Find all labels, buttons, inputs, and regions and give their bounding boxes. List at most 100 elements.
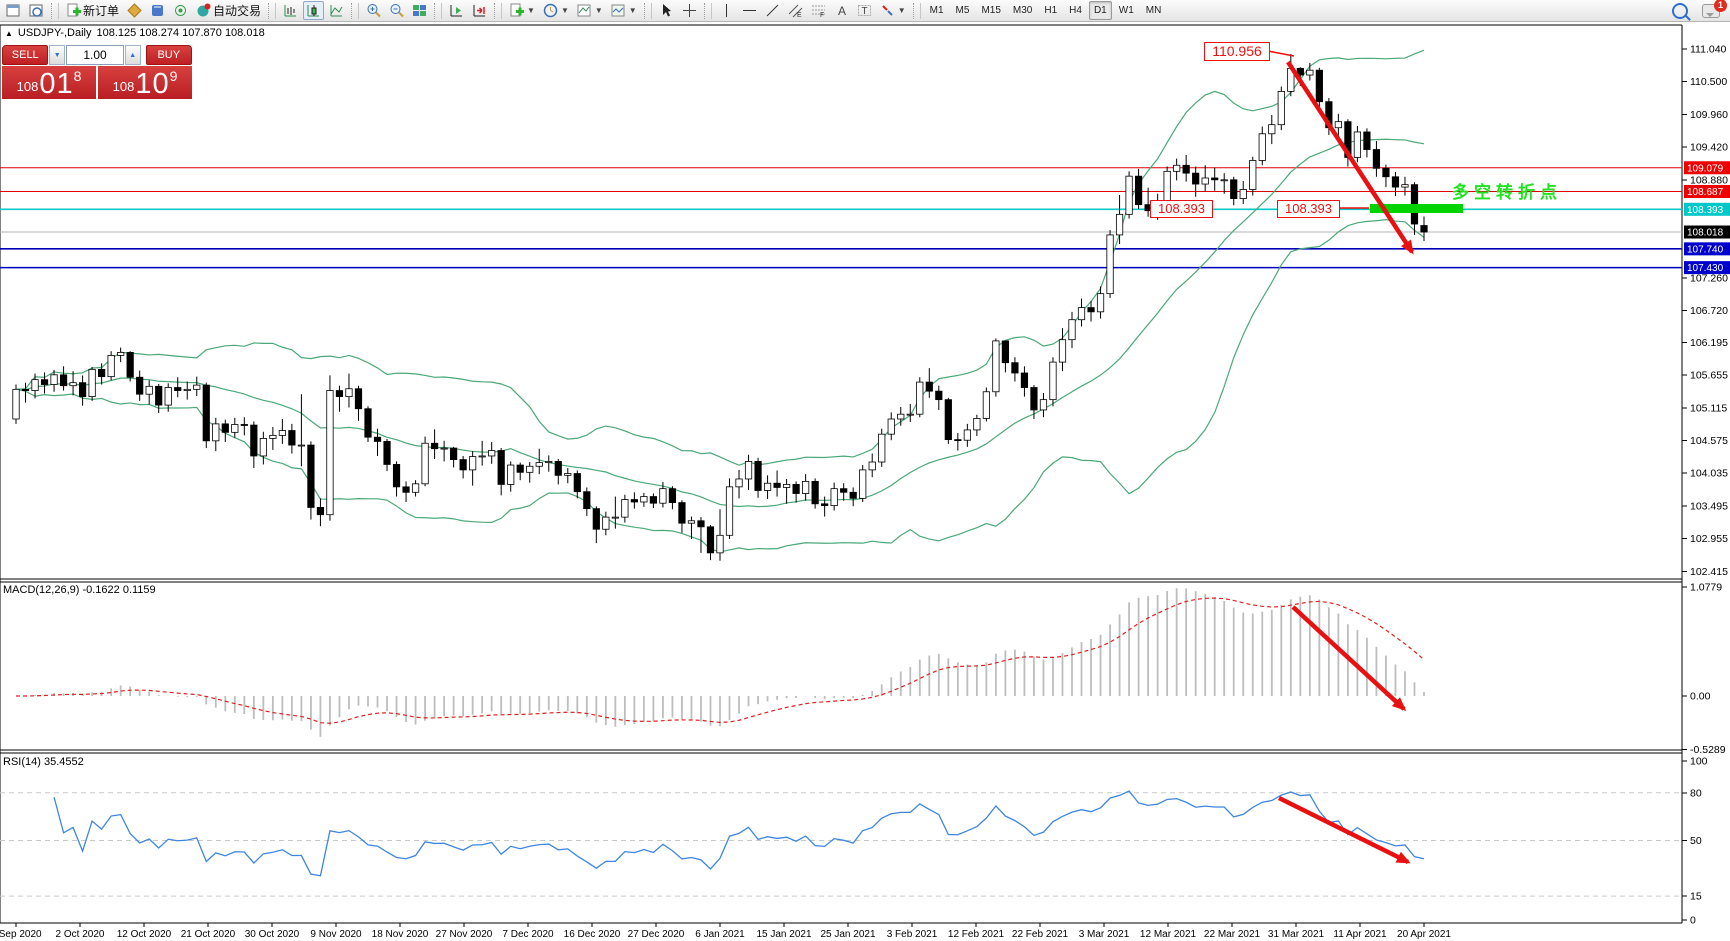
sell-button[interactable]: SELL (2, 45, 49, 65)
svg-text:-0.5289: -0.5289 (1690, 744, 1726, 756)
timeframe-mn[interactable]: MN (1145, 5, 1162, 16)
timeframe-w1[interactable]: W1 (1118, 5, 1134, 16)
timeframe-m15[interactable]: M15 (981, 5, 1001, 16)
trend-arrow[interactable] (1286, 60, 1414, 255)
text-label-tool[interactable]: T (854, 1, 875, 20)
svg-text:3 Mar 2021: 3 Mar 2021 (1079, 929, 1130, 940)
candlestick-chart-button[interactable] (303, 1, 325, 20)
volume-increase-button[interactable]: ▲ (125, 45, 141, 65)
toolbar-separator (351, 2, 360, 19)
rsi-indicator (0, 790, 1682, 897)
volume-input[interactable] (66, 45, 124, 65)
new-order-button[interactable]: 新订单 (63, 1, 122, 20)
arrows-dropdown[interactable]: ▼ (877, 1, 909, 20)
trend-arrow[interactable] (1291, 605, 1407, 712)
tile-windows-button[interactable] (409, 1, 430, 20)
symbol-name: USDJPY-,Daily (17, 27, 92, 39)
svg-text:80: 80 (1690, 787, 1702, 799)
text-label-icon: T (857, 3, 872, 18)
line-chart-button[interactable] (326, 1, 347, 20)
new-chart-dropdown[interactable]: ▼ (506, 1, 538, 20)
fibonacci-tool[interactable]: F (808, 1, 829, 20)
vertical-line-tool[interactable] (716, 1, 737, 20)
chart-preview-button[interactable] (26, 1, 47, 20)
blue-book-icon (150, 3, 165, 18)
svg-text:7 Dec 2020: 7 Dec 2020 (502, 929, 554, 940)
svg-text:107.740: 107.740 (1687, 244, 1724, 255)
text-icon: A (834, 3, 849, 18)
svg-text:102.955: 102.955 (1690, 533, 1728, 545)
auto-scroll-button[interactable] (446, 1, 467, 20)
trendline-tool[interactable] (762, 1, 783, 20)
market-watch-button[interactable] (147, 1, 168, 20)
crosshair-tool-button[interactable] (679, 1, 700, 20)
svg-text:30 Oct 2020: 30 Oct 2020 (245, 929, 300, 940)
svg-text:109.420: 109.420 (1690, 142, 1728, 154)
timeframe-m30[interactable]: M30 (1012, 5, 1033, 16)
svg-text:12 Feb 2021: 12 Feb 2021 (948, 929, 1005, 940)
indicators-icon (577, 3, 592, 18)
toolbar-separator (703, 2, 712, 19)
zoom-in-button[interactable] (363, 1, 384, 20)
chart-shift-button[interactable] (469, 1, 490, 20)
trend-arrow[interactable] (1278, 795, 1411, 865)
svg-text:50: 50 (1690, 835, 1702, 847)
peak-price-label[interactable]: 110.956 (1204, 42, 1270, 61)
search-icon[interactable] (1672, 2, 1688, 19)
green-support-bar[interactable] (1370, 204, 1463, 213)
timeframe-h4[interactable]: H4 (1069, 5, 1082, 16)
svg-text:108.880: 108.880 (1690, 174, 1728, 186)
indicators-dropdown[interactable]: ▼ (574, 1, 606, 20)
equidistant-channel-tool[interactable]: E (785, 1, 806, 20)
chart-window-button[interactable] (3, 1, 24, 20)
cursor-tool-button[interactable] (656, 1, 677, 20)
bar-chart-button[interactable] (280, 1, 301, 20)
horizontal-line-tool[interactable] (739, 1, 760, 20)
period-dropdown[interactable]: ▼ (540, 1, 572, 20)
bollinger-bands (15, 49, 1425, 553)
bar-chart-icon (283, 3, 298, 18)
timeframe-d1[interactable]: D1 (1088, 1, 1112, 20)
zoom-out-button[interactable] (386, 1, 407, 20)
timeframe-h1[interactable]: H1 (1044, 5, 1058, 16)
svg-text:2 Oct 2020: 2 Oct 2020 (56, 929, 105, 940)
collapse-arrow-icon[interactable]: ▲ (5, 28, 13, 38)
sell-price-prefix: 108 (16, 79, 39, 94)
template-icon (611, 3, 626, 18)
buy-price-display[interactable]: 108 10 9 (98, 66, 192, 99)
toolbar-separator (268, 2, 277, 19)
signals-button[interactable] (170, 1, 191, 20)
timeframe-m5[interactable]: M5 (955, 5, 970, 16)
svg-text:0.00: 0.00 (1690, 691, 1711, 703)
svg-text:1.0779: 1.0779 (1690, 582, 1722, 594)
svg-text:107.260: 107.260 (1690, 272, 1728, 284)
auto-scroll-icon (449, 3, 464, 18)
toolbar-separator (643, 2, 652, 19)
level-price-label-2[interactable]: 108.393 (1277, 200, 1340, 218)
templates-dropdown[interactable]: ▼ (608, 1, 640, 20)
chat-icon[interactable]: 1 (1702, 0, 1727, 18)
macd-axis: 1.0779 0.00 -0.5289 (1682, 582, 1726, 756)
toolbar-separator (912, 2, 921, 19)
chevron-down-icon: ▼ (560, 6, 569, 15)
zoom-out-icon (389, 3, 404, 18)
new-order-label: 新订单 (83, 4, 120, 18)
text-tool[interactable]: A (831, 1, 852, 20)
svg-text:25 Jan 2021: 25 Jan 2021 (820, 929, 875, 940)
svg-text:20 Apr 2021: 20 Apr 2021 (1397, 929, 1451, 940)
history-center-button[interactable] (124, 1, 145, 20)
svg-text:27 Dec 2020: 27 Dec 2020 (628, 929, 685, 940)
arrows-icon (880, 3, 895, 18)
svg-text:105.655: 105.655 (1690, 370, 1728, 382)
sell-price-display[interactable]: 108 01 8 (2, 66, 96, 99)
chart-title: ▲ USDJPY-,Daily 108.125 108.274 107.870 … (5, 27, 265, 39)
volume-decrease-button[interactable]: ▼ (49, 45, 65, 65)
sell-price-big: 01 (39, 68, 74, 100)
toolbar-separator (434, 2, 443, 19)
auto-trading-button[interactable]: 自动交易 (193, 1, 264, 20)
timeframe-m1[interactable]: M1 (929, 5, 944, 16)
level-price-label-1[interactable]: 108.393 (1150, 200, 1213, 218)
turning-point-note[interactable]: 多空转折点 (1452, 183, 1562, 202)
buy-button[interactable]: BUY (145, 45, 192, 65)
